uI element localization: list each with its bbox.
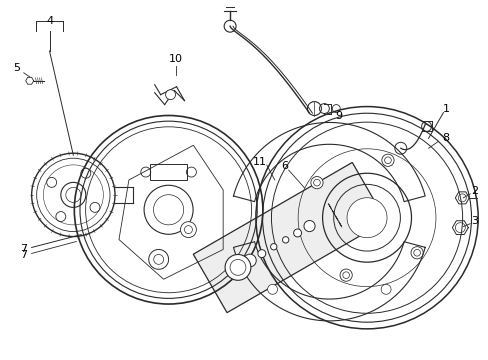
Circle shape bbox=[165, 90, 175, 100]
Text: 10: 10 bbox=[168, 54, 182, 64]
Circle shape bbox=[270, 244, 276, 250]
Text: 5: 5 bbox=[13, 63, 20, 73]
Text: 4: 4 bbox=[46, 16, 53, 26]
Circle shape bbox=[56, 212, 66, 221]
Text: 3: 3 bbox=[470, 216, 477, 226]
Circle shape bbox=[90, 202, 100, 212]
Circle shape bbox=[267, 284, 277, 294]
Circle shape bbox=[293, 229, 301, 237]
Circle shape bbox=[282, 237, 288, 243]
Text: 9: 9 bbox=[335, 111, 342, 121]
Circle shape bbox=[47, 177, 57, 187]
Circle shape bbox=[148, 249, 168, 269]
Circle shape bbox=[304, 221, 314, 231]
Circle shape bbox=[66, 188, 81, 202]
Text: 7: 7 bbox=[20, 244, 27, 255]
Text: 8: 8 bbox=[441, 133, 448, 143]
Circle shape bbox=[224, 255, 250, 280]
Text: 11: 11 bbox=[252, 157, 266, 167]
Circle shape bbox=[141, 167, 150, 177]
Polygon shape bbox=[193, 162, 385, 313]
Circle shape bbox=[257, 249, 265, 258]
Circle shape bbox=[381, 154, 393, 166]
Circle shape bbox=[81, 168, 91, 178]
Text: 6: 6 bbox=[281, 161, 287, 171]
Circle shape bbox=[410, 247, 423, 259]
Circle shape bbox=[186, 167, 196, 177]
Circle shape bbox=[346, 198, 386, 238]
Circle shape bbox=[153, 195, 183, 225]
Bar bbox=[149, 164, 187, 180]
Text: 7: 7 bbox=[20, 251, 27, 260]
Circle shape bbox=[380, 284, 390, 294]
Circle shape bbox=[339, 269, 351, 281]
Circle shape bbox=[180, 222, 196, 238]
Circle shape bbox=[243, 254, 256, 267]
Text: 1: 1 bbox=[442, 104, 449, 113]
Text: 2: 2 bbox=[469, 186, 477, 196]
Circle shape bbox=[310, 176, 323, 189]
